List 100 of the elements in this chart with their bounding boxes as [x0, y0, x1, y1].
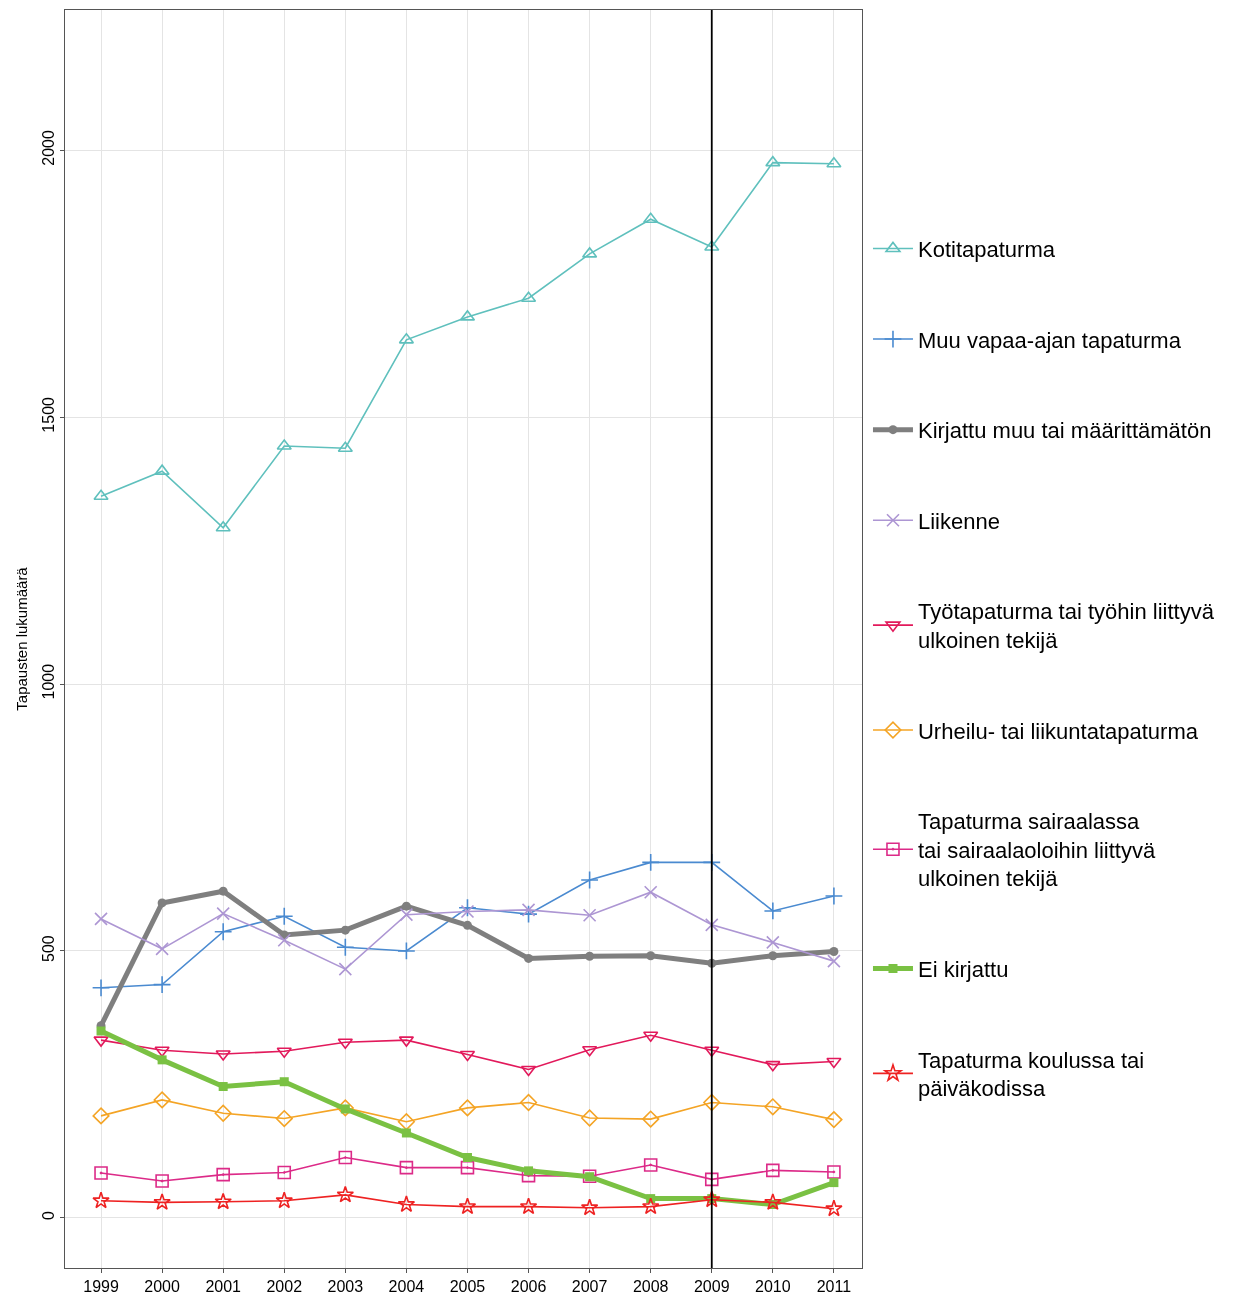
- legend-label: Ei kirjattu: [917, 957, 1009, 983]
- point: [275, 907, 294, 926]
- point: [216, 1167, 230, 1182]
- y-tick-label: 1000: [39, 663, 57, 700]
- point: [94, 912, 108, 926]
- point: [827, 954, 841, 968]
- point: [829, 1178, 839, 1188]
- y-tick-label: 500: [39, 935, 57, 962]
- point: [337, 1038, 354, 1050]
- point: [93, 489, 109, 501]
- point: [458, 1099, 477, 1117]
- point: [277, 1165, 292, 1180]
- y-tick-label: 1500: [39, 396, 57, 433]
- point: [157, 1055, 167, 1065]
- point: [641, 853, 660, 872]
- point: [763, 901, 783, 921]
- x-tick-label: 1999: [83, 1278, 119, 1296]
- x-tick-label: 2006: [510, 1278, 547, 1296]
- point: [215, 520, 231, 532]
- point: [96, 1026, 106, 1036]
- point: [766, 935, 780, 950]
- point: [702, 1190, 721, 1208]
- point: [213, 922, 233, 941]
- point: [643, 885, 658, 900]
- point: [519, 904, 538, 924]
- point: [641, 1197, 660, 1215]
- legend-label: Tapaturma sairaalassa tai sairaalaoloihin liittyvä ulkoinen tekijä: [917, 809, 1156, 892]
- point: [704, 1172, 719, 1187]
- point: [336, 1185, 355, 1203]
- x-tick-label: 2000: [144, 1278, 181, 1296]
- legend-label: Liikenne: [917, 508, 1000, 534]
- point: [276, 1047, 292, 1059]
- point: [216, 906, 230, 921]
- point: [642, 212, 659, 224]
- point: [401, 1128, 411, 1138]
- point: [336, 938, 355, 957]
- point: [92, 1107, 110, 1125]
- point: [642, 1110, 660, 1128]
- point: [214, 1192, 232, 1210]
- x-tick-label: 2003: [327, 1278, 364, 1296]
- x-tick-label: 2008: [632, 1278, 669, 1296]
- point: [765, 155, 781, 167]
- legend-label: Muu vapaa-ajan tapaturma: [917, 327, 1182, 353]
- point: [152, 975, 172, 994]
- point: [153, 1091, 171, 1109]
- x-tick-label: 2005: [449, 1278, 486, 1296]
- x-tick-label: 2002: [266, 1278, 303, 1296]
- point: [397, 941, 416, 961]
- legend-label: Tapaturma koulussa tai päiväkodissa: [917, 1047, 1145, 1102]
- point: [520, 1065, 537, 1077]
- point: [765, 1060, 781, 1072]
- point: [582, 908, 597, 922]
- point: [520, 291, 537, 303]
- point: [460, 1160, 475, 1175]
- x-tick-label: 2010: [755, 1278, 791, 1296]
- point: [397, 1195, 416, 1213]
- point: [646, 951, 656, 961]
- x-tick-label: 2001: [205, 1278, 242, 1296]
- point: [458, 1197, 477, 1215]
- point: [275, 1191, 294, 1209]
- point: [826, 156, 842, 168]
- x-tick-label: 2007: [571, 1278, 608, 1296]
- y-tick-label: 2000: [39, 130, 57, 166]
- point: [340, 925, 350, 935]
- point: [277, 933, 292, 948]
- y-tick-label: 0: [39, 1210, 57, 1220]
- point: [462, 920, 472, 930]
- point: [275, 1109, 293, 1128]
- point: [399, 907, 414, 922]
- point: [764, 1193, 782, 1210]
- point: [519, 1093, 538, 1112]
- point: [338, 1150, 353, 1165]
- point: [524, 953, 534, 963]
- point: [336, 1099, 354, 1117]
- point: [458, 898, 477, 917]
- point: [397, 1113, 415, 1131]
- point: [585, 951, 595, 961]
- point: [214, 1104, 232, 1122]
- point: [766, 1163, 780, 1178]
- point: [459, 1050, 476, 1062]
- point: [94, 1166, 108, 1180]
- legend-label: Kotitapaturma: [917, 237, 1056, 263]
- point: [829, 947, 839, 956]
- legend-label: Työtapaturma tai työhin liittyvä ulkoinen tekijä: [917, 599, 1215, 654]
- point: [643, 1158, 658, 1172]
- point: [521, 903, 536, 917]
- point: [155, 1174, 169, 1188]
- legend-label: Kirjattu muu tai määrittämätön: [917, 418, 1212, 444]
- point: [581, 1045, 598, 1057]
- x-tick-label: 2009: [693, 1278, 730, 1296]
- point: [703, 1093, 721, 1112]
- point: [824, 886, 844, 906]
- point: [519, 1197, 538, 1215]
- point: [764, 1098, 782, 1116]
- y-axis-title: Tapausten lukumäärä: [12, 566, 30, 711]
- point: [704, 1046, 720, 1058]
- point: [218, 886, 228, 896]
- point: [462, 1153, 472, 1163]
- point: [581, 1109, 599, 1127]
- point: [826, 1057, 842, 1069]
